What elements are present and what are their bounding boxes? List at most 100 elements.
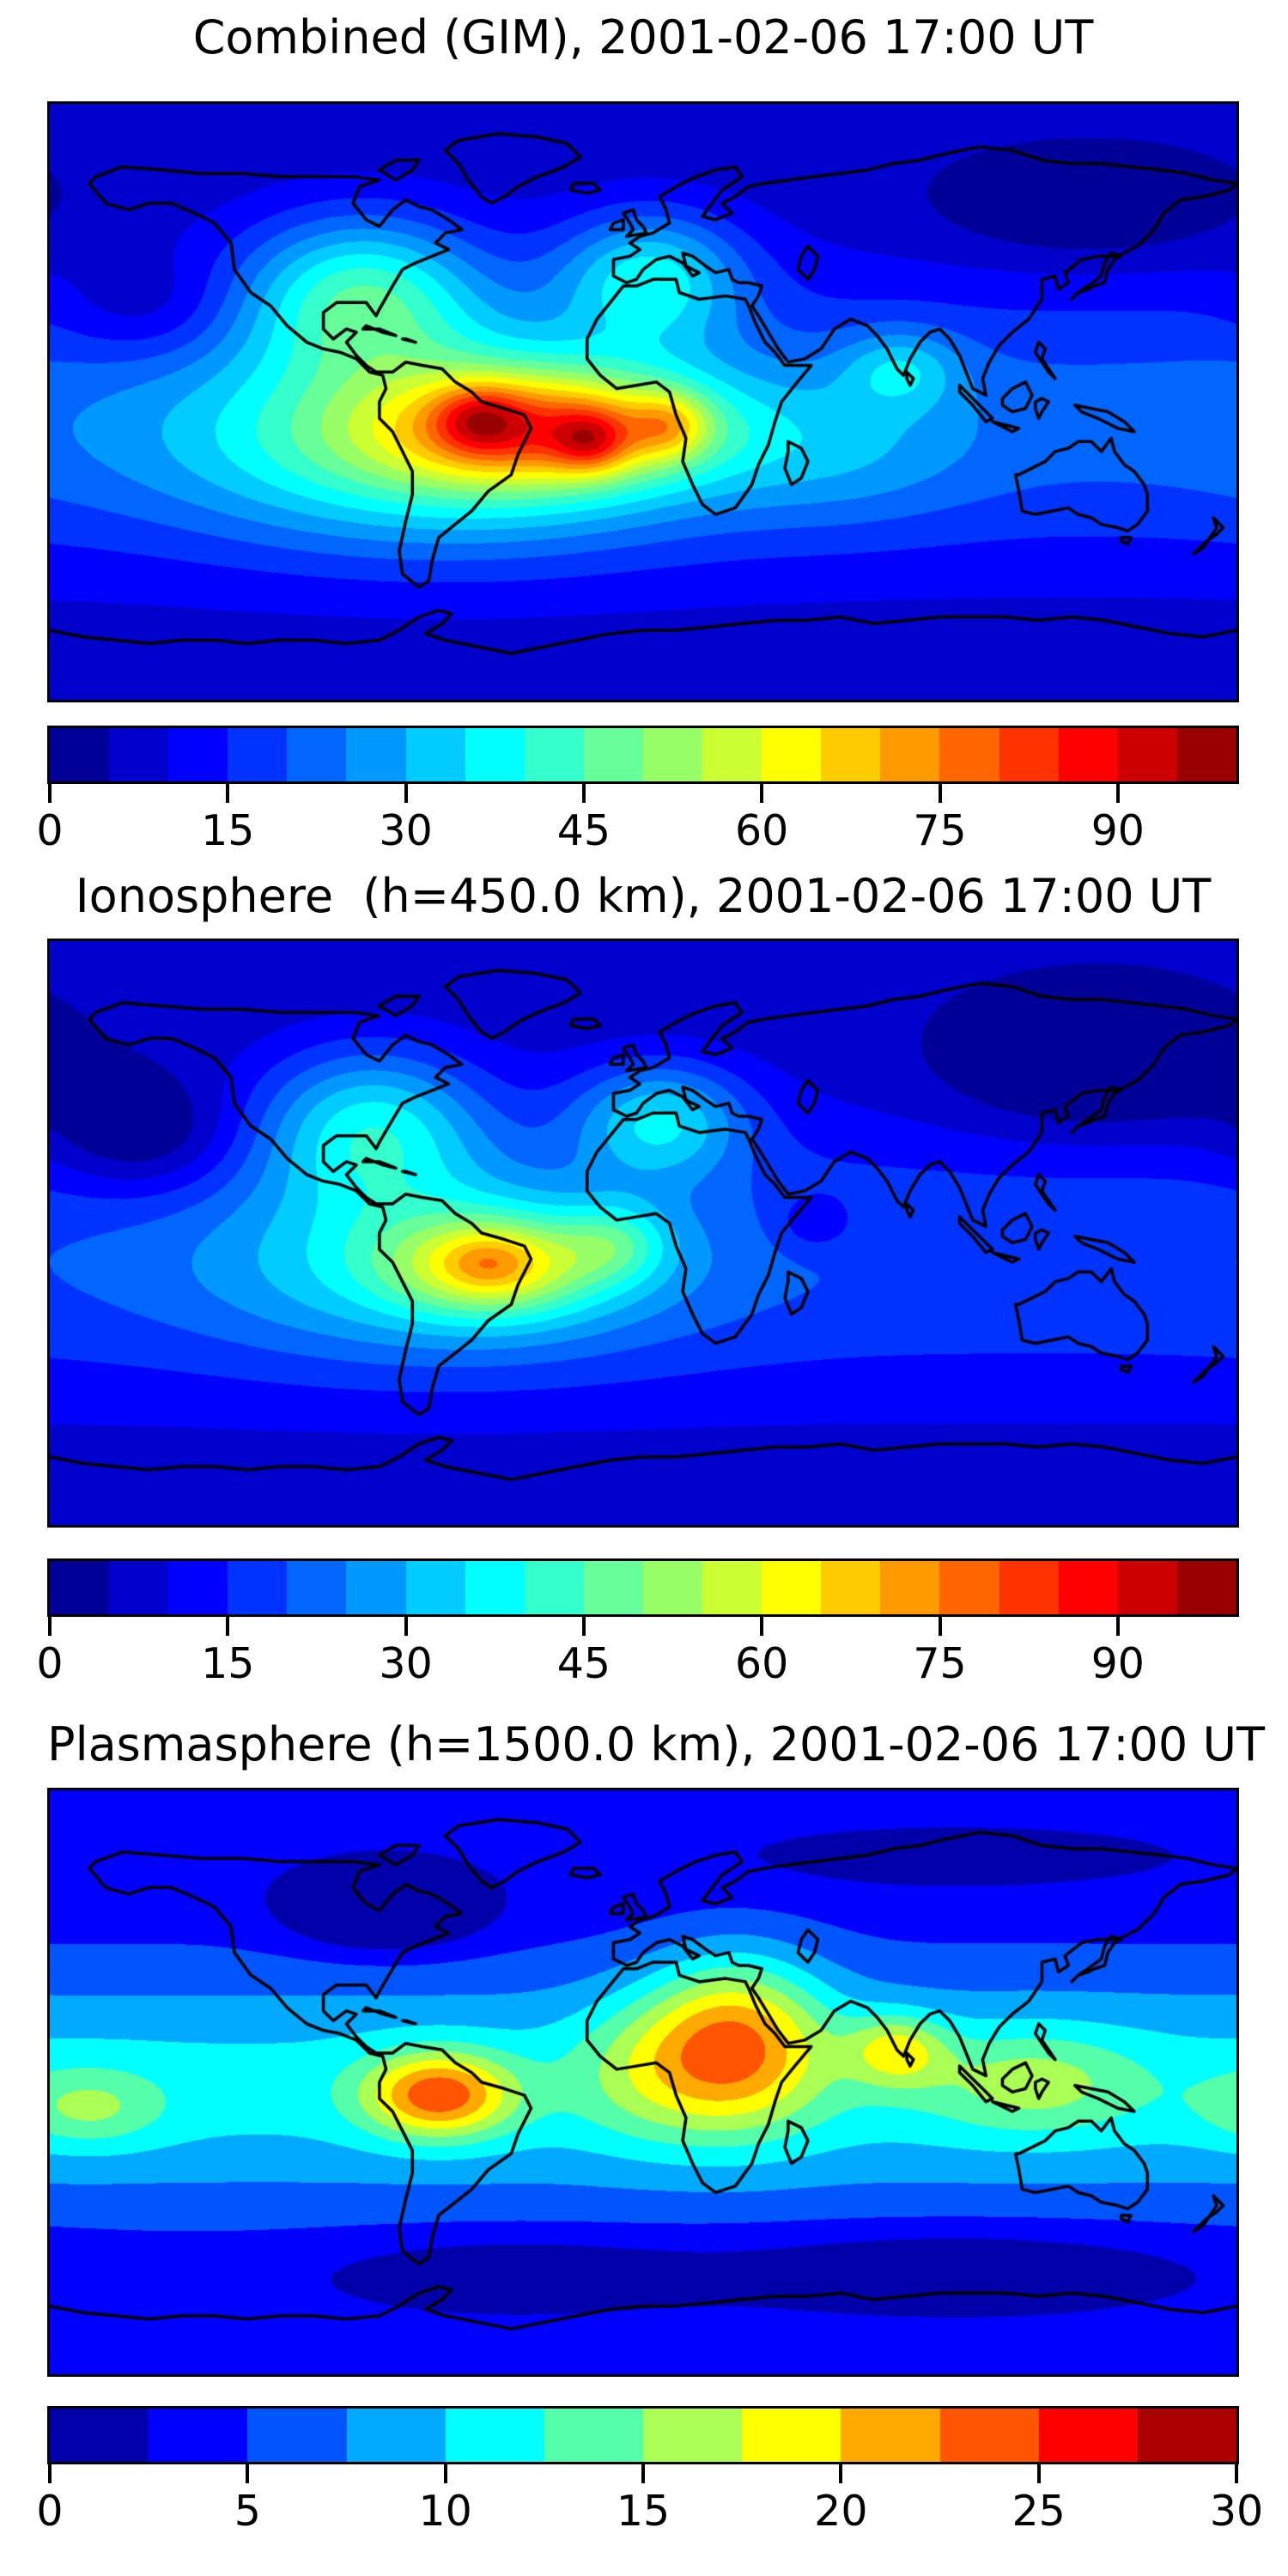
colorbar-segment <box>1058 728 1118 781</box>
map-title-combined: Combined (GIM), 2001-02-06 17:00 UT <box>192 10 1094 64</box>
colorbar-segment <box>1176 1561 1236 1614</box>
colorbar-segment <box>346 2409 446 2462</box>
world-contour-map-ionosphere <box>47 939 1239 1528</box>
colorbar-segment <box>939 728 999 781</box>
colorbar-ticks-ionosphere: 0 15 30 45 60 75 90 <box>36 1617 1239 1703</box>
colorbar-segment <box>524 1561 584 1614</box>
colorbar-tick-label: 30 <box>1209 2487 1264 2536</box>
colorbar-segment <box>346 728 406 781</box>
colorbar-tick-label: 15 <box>616 2487 671 2536</box>
colorbar-segment <box>544 2409 644 2462</box>
colorbar-tick-label: 90 <box>1091 806 1145 855</box>
colorbar-segment <box>939 2409 1039 2462</box>
colorbar-plasmasphere <box>47 2406 1239 2464</box>
colorbar-segment <box>1117 728 1177 781</box>
colorbar-segment <box>880 1561 940 1614</box>
colorbar-segment <box>841 2409 940 2462</box>
colorbar-segment <box>1117 1561 1177 1614</box>
colorbar-ticks-combined: 0 15 30 45 60 75 90 <box>36 784 1239 870</box>
world-contour-map-combined <box>47 101 1239 702</box>
colorbar-tick-mark <box>48 784 52 803</box>
colorbar-tick-label: 45 <box>556 806 611 855</box>
colorbar-segment <box>762 1561 822 1614</box>
colorbar-tick-mark <box>404 1617 408 1636</box>
map-title-plasmasphere: Plasmasphere (h=1500.0 km), 2001-02-06 1… <box>47 1717 1265 1771</box>
colorbar-segment <box>465 1561 525 1614</box>
colorbar-combined <box>47 726 1239 784</box>
colorbar-tick-mark <box>226 1617 230 1636</box>
colorbar-segment <box>643 2409 743 2462</box>
colorbar-tick-mark <box>443 2464 447 2483</box>
colorbar-tick-mark <box>839 2464 843 2483</box>
colorbar-segment <box>642 728 703 781</box>
colorbar-tick-mark <box>938 1617 942 1636</box>
colorbar-segment <box>405 728 465 781</box>
colorbar-segment <box>702 728 762 781</box>
colorbar-segment <box>445 2409 544 2462</box>
colorbar-tick-label: 45 <box>556 1639 611 1688</box>
colorbar-segment <box>524 728 584 781</box>
colorbar-segment <box>642 1561 703 1614</box>
colorbar-ticks-plasmasphere: 0 5 10 15 20 25 30 <box>36 2464 1263 2550</box>
colorbar-segment <box>583 1561 643 1614</box>
colorbar-segment <box>1137 2409 1237 2462</box>
colorbar-tick-label: 25 <box>1012 2487 1066 2536</box>
colorbar-tick-mark <box>760 784 764 803</box>
colorbar-tick-label: 0 <box>36 2487 64 2536</box>
colorbar-tick-label: 10 <box>418 2487 472 2536</box>
colorbar-tick-label: 75 <box>913 806 967 855</box>
colorbar-segment <box>109 1561 169 1614</box>
colorbar-tick-mark <box>1115 1617 1120 1636</box>
colorbar-segment <box>1038 2409 1138 2462</box>
colorbar-tick-mark <box>641 2464 645 2483</box>
colorbar-tick-mark <box>760 1617 764 1636</box>
colorbar-segment <box>50 728 110 781</box>
colorbar-segment <box>1176 728 1236 781</box>
colorbar-tick-mark <box>1235 2464 1238 2483</box>
world-contour-map-plasmasphere <box>47 1788 1239 2377</box>
colorbar-tick-label: 5 <box>234 2487 261 2536</box>
colorbar-tick-label: 15 <box>201 806 255 855</box>
colorbar-tick-label: 20 <box>814 2487 868 2536</box>
colorbar-segment <box>821 1561 881 1614</box>
colorbar-segment <box>109 728 169 781</box>
colorbar-segment <box>999 1561 1059 1614</box>
colorbar-tick-label: 90 <box>1091 1639 1145 1688</box>
colorbar-segment <box>702 1561 762 1614</box>
colorbar-tick-label: 15 <box>201 1639 255 1688</box>
colorbar-segment <box>287 1561 347 1614</box>
colorbar-tick-label: 60 <box>735 1639 789 1688</box>
colorbar-segment <box>228 728 288 781</box>
colorbar-tick-mark <box>1115 784 1120 803</box>
colorbar-tick-mark <box>48 2464 52 2483</box>
colorbar-tick-mark <box>226 784 230 803</box>
colorbar-segment <box>287 728 347 781</box>
colorbar-tick-label: 0 <box>36 1639 64 1688</box>
colorbar-segment <box>821 728 881 781</box>
colorbar-segment <box>168 728 228 781</box>
colorbar-tick-label: 75 <box>913 1639 967 1688</box>
colorbar-segment <box>50 2409 149 2462</box>
colorbar-segment <box>168 1561 228 1614</box>
colorbar-tick-mark <box>938 784 942 803</box>
colorbar-tick-label: 60 <box>735 806 789 855</box>
colorbar-segment <box>999 728 1059 781</box>
colorbar-tick-label: 30 <box>379 1639 433 1688</box>
map-title-ionosphere: Ionosphere (h=450.0 km), 2001-02-06 17:0… <box>75 869 1212 923</box>
colorbar-segment <box>762 728 822 781</box>
colorbar-segment <box>583 728 643 781</box>
colorbar-segment <box>939 1561 999 1614</box>
colorbar-tick-mark <box>404 784 408 803</box>
colorbar-tick-mark <box>581 784 586 803</box>
colorbar-segment <box>228 1561 288 1614</box>
colorbar-segment <box>1058 1561 1118 1614</box>
colorbar-segment <box>465 728 525 781</box>
colorbar-segment <box>880 728 940 781</box>
colorbar-tick-mark <box>246 2464 250 2483</box>
colorbar-tick-label: 0 <box>36 806 64 855</box>
colorbar-segment <box>742 2409 841 2462</box>
colorbar-segment <box>50 1561 110 1614</box>
colorbar-segment <box>405 1561 465 1614</box>
colorbar-ionosphere <box>47 1558 1239 1617</box>
